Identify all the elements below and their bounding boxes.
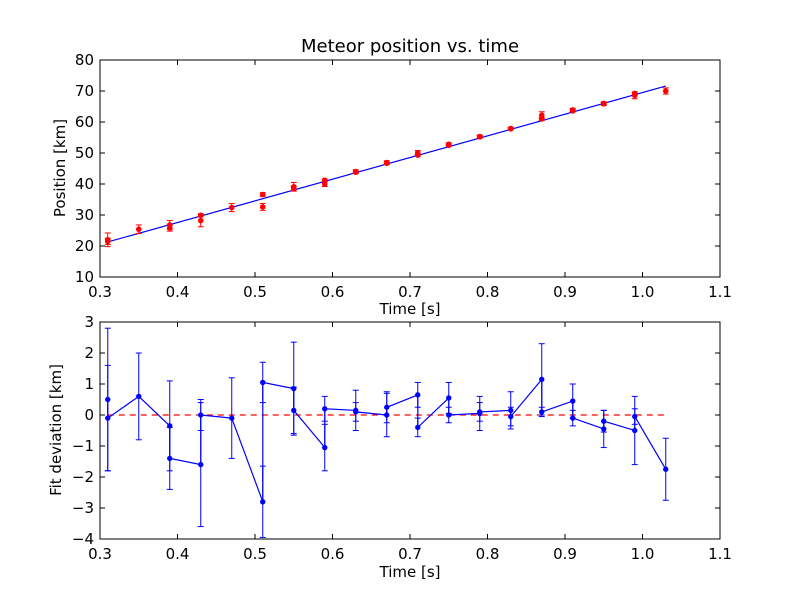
x-axis-label: Time [s] — [379, 300, 441, 318]
data-point — [414, 152, 421, 158]
data-point — [415, 424, 421, 431]
data-point — [538, 116, 545, 122]
data-point — [508, 407, 514, 414]
data-point — [135, 226, 142, 233]
x-tick-label: 0.5 — [243, 283, 267, 301]
data-point — [105, 415, 111, 421]
data-point — [601, 426, 607, 432]
data-point — [198, 461, 204, 468]
x-tick-label: 0.6 — [321, 545, 345, 563]
y-tick-label: 1 — [84, 375, 94, 393]
y-tick-label: −1 — [72, 437, 94, 455]
x-tick-label: 0.7 — [398, 545, 422, 563]
y-tick-label: 20 — [75, 237, 94, 255]
data-point — [167, 423, 173, 429]
data-point — [508, 413, 514, 420]
x-tick-label: 0.5 — [243, 545, 267, 563]
chart-title: Meteor position vs. time — [301, 36, 519, 57]
y-tick-label: 70 — [75, 82, 94, 100]
data-point — [353, 409, 359, 415]
y-axis-label: Position [km] — [51, 119, 69, 217]
data-point — [570, 398, 576, 404]
data-point — [631, 90, 638, 97]
data-point — [446, 412, 452, 418]
x-tick-label: 0.9 — [553, 283, 577, 301]
y-tick-label: 80 — [75, 51, 94, 69]
x-tick-label: 0.4 — [166, 283, 190, 301]
x-tick-label: 1.0 — [631, 545, 655, 563]
data-point — [291, 385, 297, 392]
data-point — [663, 466, 669, 472]
data-point — [197, 217, 204, 224]
data-point — [259, 204, 266, 210]
data-point — [445, 142, 452, 149]
position-chart: Meteor position vs. time 0.3 0.4 0.5 0.6 0.7… — [51, 36, 732, 318]
data-point — [321, 177, 328, 184]
x-tick-label: 0.8 — [476, 545, 500, 563]
y-tick-label: 60 — [75, 113, 94, 131]
y-tick-label: 40 — [75, 175, 94, 193]
x-tick-label: 0.7 — [398, 283, 422, 301]
data-point — [322, 406, 328, 412]
data-point — [228, 204, 235, 211]
data-point — [197, 212, 204, 219]
x-axis-label: Time [s] — [379, 563, 441, 581]
data-point — [260, 379, 266, 386]
data-point — [415, 392, 421, 398]
data-point — [383, 160, 390, 167]
y-tick-label: 0 — [84, 406, 94, 424]
data-point — [104, 238, 111, 245]
y-tick-label: 50 — [75, 144, 94, 162]
x-tick-label: 0.8 — [476, 283, 500, 301]
data-point — [352, 169, 359, 176]
y-tick-label: 10 — [75, 268, 94, 286]
data-point — [384, 404, 390, 410]
data-point — [229, 415, 235, 421]
y-tick-label: 30 — [75, 206, 94, 224]
data-point — [259, 191, 266, 198]
x-tick-label: 0.9 — [553, 545, 577, 563]
data-point — [166, 225, 173, 231]
y-axis-label: Fit deviation [km] — [47, 364, 65, 496]
data-point — [322, 444, 328, 451]
data-point — [291, 407, 297, 414]
axes-frame — [99, 321, 721, 540]
data-point — [600, 100, 607, 107]
data-point — [476, 134, 483, 140]
x-tick-label: 1.0 — [631, 283, 655, 301]
data-point — [662, 88, 669, 94]
x-tick-label: 0.3 — [88, 545, 112, 563]
data-point — [601, 418, 607, 424]
data-point — [167, 455, 173, 462]
data-point — [539, 376, 545, 383]
x-tick-label: 0.6 — [321, 283, 345, 301]
data-point — [105, 396, 111, 403]
data-point — [632, 413, 638, 420]
data-point — [570, 415, 576, 421]
data-point — [446, 395, 452, 401]
data-point — [632, 427, 638, 434]
x-tick-label: 0.4 — [166, 545, 190, 563]
y-tick-label: 2 — [84, 344, 94, 362]
data-point — [198, 412, 204, 418]
data-point — [290, 185, 297, 192]
data-point — [384, 412, 390, 418]
data-point — [507, 126, 514, 132]
x-tick-label: 0.3 — [88, 283, 112, 301]
axes-frame — [99, 59, 721, 278]
deviation-chart: 0.3 0.4 0.5 0.6 0.7 0.8 0.9 1.0 1.1−4−3−2−10123 … — [47, 313, 732, 581]
y-tick-label: 3 — [84, 313, 94, 331]
data-point — [477, 409, 483, 415]
data-point — [136, 393, 142, 400]
y-tick-label: −3 — [72, 499, 94, 517]
y-tick-label: −4 — [72, 530, 94, 548]
x-tick-label: 1.1 — [708, 283, 732, 301]
y-tick-label: −2 — [72, 468, 94, 486]
data-point — [569, 108, 576, 114]
data-point — [260, 499, 266, 505]
data-point — [539, 409, 545, 415]
x-tick-label: 1.1 — [708, 545, 732, 563]
